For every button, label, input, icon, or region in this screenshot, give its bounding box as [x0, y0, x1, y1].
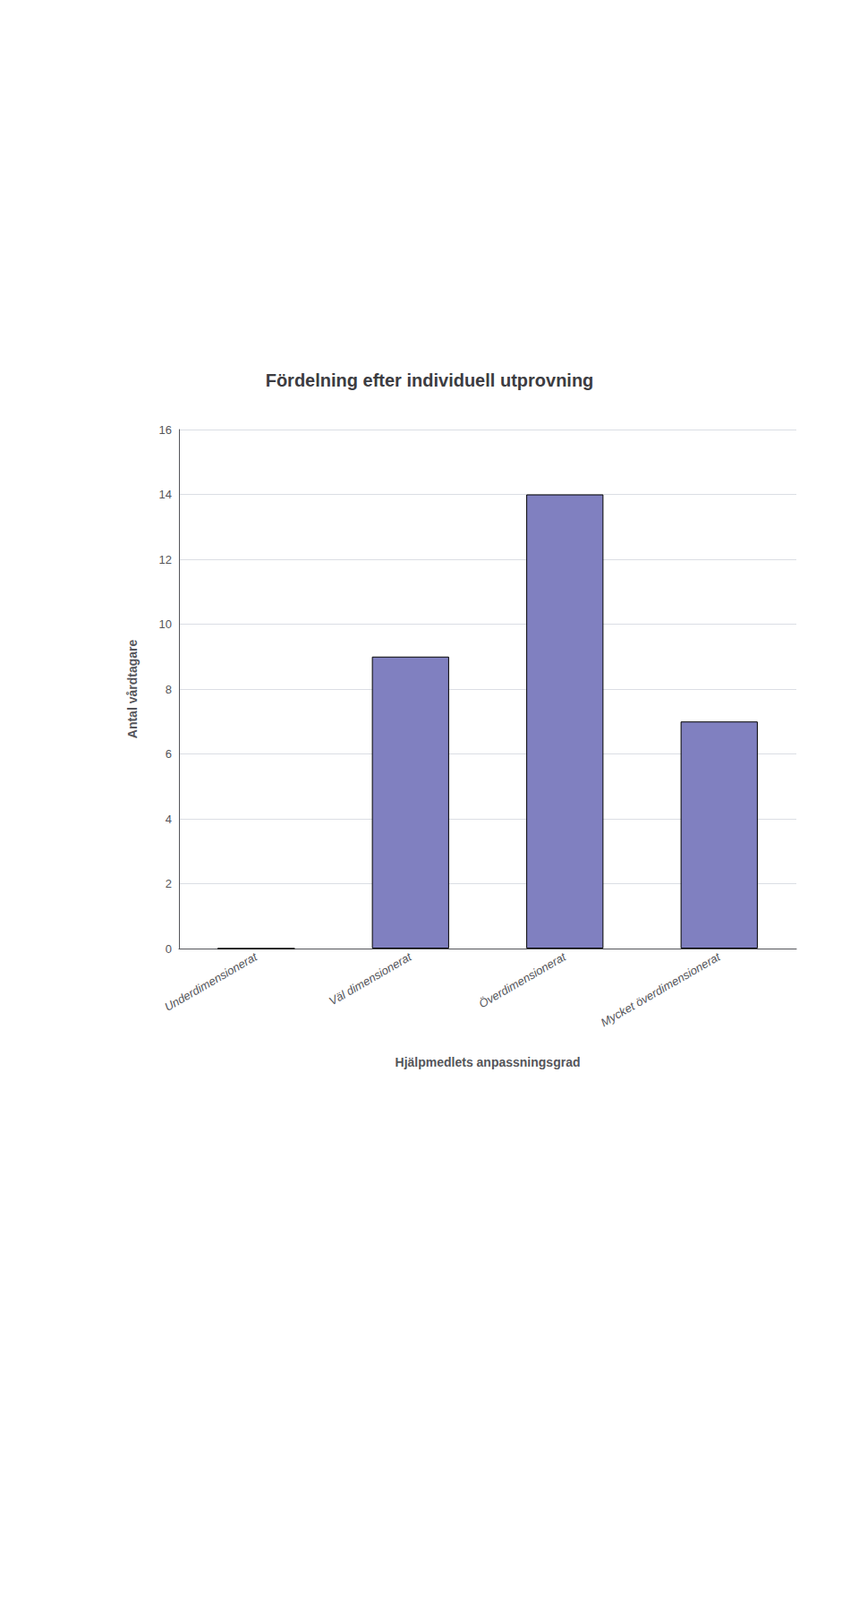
svg-text:Fördelning efter individuell u: Fördelning efter individuell utprovning — [265, 370, 595, 391]
svg-text:12: 12 — [159, 552, 172, 567]
svg-text:Överdimensionerat: Överdimensionerat — [476, 949, 570, 1012]
svg-text:10: 10 — [159, 617, 172, 631]
svg-text:0: 0 — [165, 942, 172, 956]
svg-text:Underdimensionerat: Underdimensionerat — [161, 949, 261, 1014]
svg-text:Mycket överdimensionerat: Mycket överdimensionerat — [598, 949, 724, 1030]
svg-text:8: 8 — [165, 682, 172, 697]
svg-text:Antal vårdtagare: Antal vårdtagare — [125, 639, 140, 740]
svg-text:2: 2 — [165, 876, 172, 891]
svg-text:16: 16 — [159, 423, 172, 437]
svg-text:Hjälpmedlets anpassningsgrad: Hjälpmedlets anpassningsgrad — [395, 1054, 581, 1070]
svg-text:14: 14 — [159, 487, 172, 502]
svg-text:6: 6 — [165, 747, 172, 761]
svg-text:Väl dimensionerat: Väl dimensionerat — [326, 949, 416, 1009]
svg-text:4: 4 — [165, 812, 172, 826]
